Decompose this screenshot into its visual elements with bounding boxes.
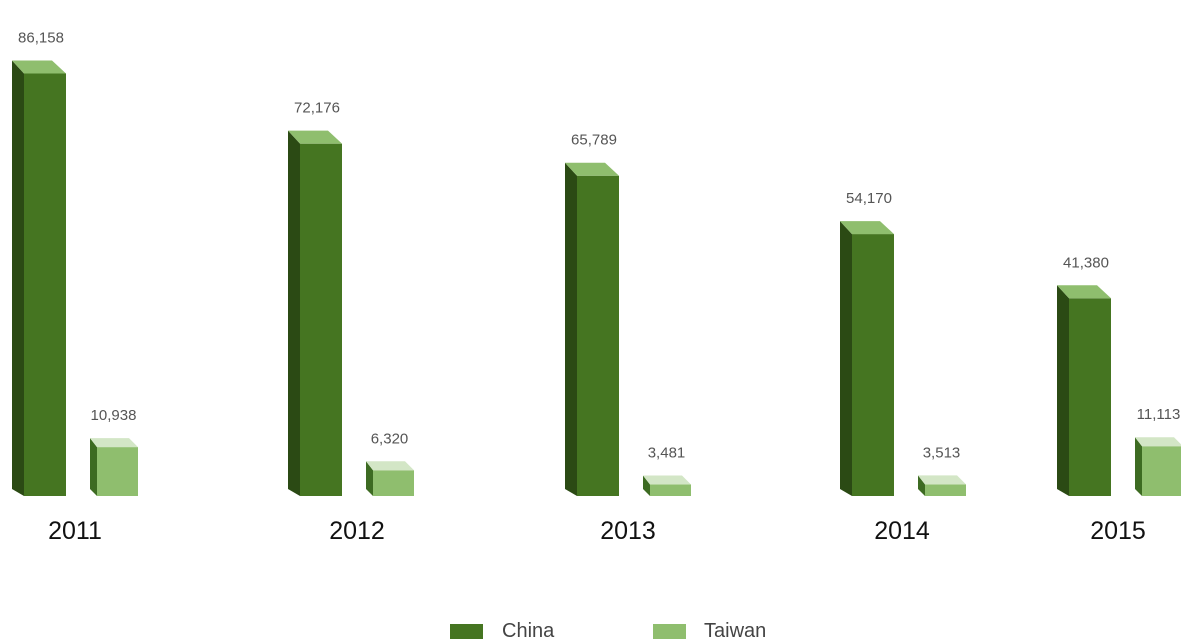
bar-front-china-2015 [1069,298,1111,496]
x-tick-label-2011: 2011 [48,517,102,545]
legend: China Taiwan [450,620,766,639]
legend-label-taiwan: Taiwan [704,620,766,639]
bar-side-china-2014 [840,221,852,497]
bar-front-china-2012 [300,143,342,496]
value-label-taiwan-2012: 6,320 [371,430,409,447]
bar-china-2012 [288,130,342,496]
value-label-taiwan-2011: 10,938 [91,407,137,424]
bar-front-china-2014 [852,234,894,497]
bar-taiwan-2011 [90,438,138,496]
bar-front-taiwan-2012 [373,470,414,496]
bar-side-taiwan-2014 [918,475,925,496]
bar-china-2011 [12,60,66,496]
bar-top-china-2014 [840,221,894,235]
bar-china-2014 [840,221,894,497]
value-label-china-2011: 86,158 [18,29,64,46]
bar-china-2013 [565,162,619,496]
bar-top-taiwan-2011 [90,438,138,448]
bar-front-taiwan-2015 [1142,446,1181,496]
bar-side-taiwan-2013 [643,475,650,496]
bar-front-taiwan-2013 [650,484,691,496]
bar-top-china-2013 [565,162,619,176]
bar-front-taiwan-2011 [97,447,138,496]
bar-side-taiwan-2012 [366,461,373,496]
value-label-taiwan-2015: 11,113 [1137,406,1181,423]
value-label-china-2015: 41,380 [1063,254,1109,271]
bar-top-taiwan-2014 [918,475,966,485]
bar-front-china-2013 [577,175,619,496]
bar-top-china-2011 [12,60,66,74]
bar-side-taiwan-2015 [1135,437,1142,496]
x-tick-label-2013: 2013 [600,517,656,545]
bars-layer [12,60,1181,497]
x-tick-label-2015: 2015 [1090,517,1146,545]
legend-swatch-taiwan [653,624,686,639]
bar-front-china-2011 [24,73,66,496]
bar-top-taiwan-2013 [643,475,691,485]
bar-side-china-2015 [1057,285,1069,496]
bar-taiwan-2015 [1135,437,1181,496]
value-label-china-2014: 54,170 [846,190,892,207]
value-label-china-2012: 72,176 [294,100,340,117]
x-tick-label-2014: 2014 [874,517,930,545]
bar-side-china-2013 [565,162,577,496]
legend-label-china: China [502,620,555,639]
value-label-taiwan-2014: 3,513 [923,444,961,461]
bar-top-china-2015 [1057,285,1111,299]
bar-top-taiwan-2015 [1135,437,1181,447]
bar-side-taiwan-2011 [90,438,97,496]
bar-side-china-2012 [288,130,300,496]
labels-layer: 86,158 10,938 2011 72,176 6,320 2012 65,789 3,4… [18,29,1180,545]
bar-taiwan-2012 [366,461,414,496]
bar-taiwan-2013 [643,475,691,496]
value-label-china-2013: 65,789 [571,132,617,149]
bar-taiwan-2014 [918,475,966,496]
value-label-taiwan-2013: 3,481 [648,445,686,462]
bar-side-china-2011 [12,60,24,496]
bar-top-taiwan-2012 [366,461,414,471]
bar-front-taiwan-2014 [925,484,966,496]
x-tick-label-2012: 2012 [329,517,385,545]
legend-swatch-china [450,624,483,639]
bar-china-2015 [1057,285,1111,496]
bar-top-china-2012 [288,130,342,144]
